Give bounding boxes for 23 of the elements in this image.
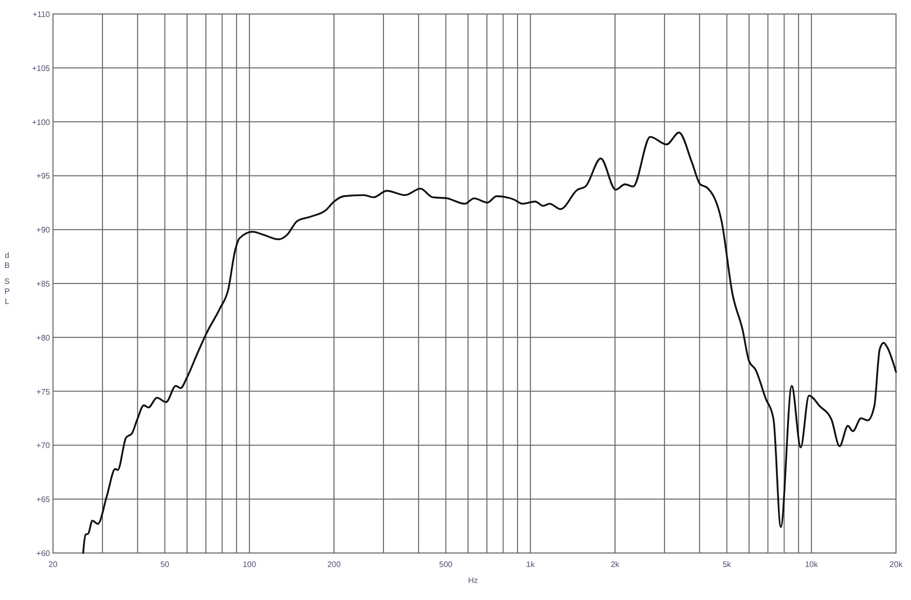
y-tick-label: +60 — [36, 549, 51, 558]
y-tick-label: +80 — [36, 333, 51, 342]
y-tick-label: +65 — [36, 495, 51, 504]
y-tick-label: +70 — [36, 441, 51, 450]
y-tick-label: +90 — [36, 226, 51, 235]
x-tick-label: 1k — [526, 560, 536, 569]
x-tick-label: 5k — [722, 560, 732, 569]
x-axis-title: Hz — [468, 576, 478, 585]
y-tick-label: +100 — [32, 118, 51, 127]
x-tick-label: 200 — [327, 560, 342, 569]
x-tick-label: 20 — [48, 560, 58, 569]
y-tick-label: +95 — [36, 172, 51, 181]
y-tick-label: +75 — [36, 387, 51, 396]
x-tick-label: 20k — [890, 560, 904, 569]
x-tick-label: 500 — [439, 560, 454, 569]
y-tick-label: +85 — [36, 280, 51, 288]
y-tick-label: +110 — [32, 10, 51, 19]
x-tick-label: 2k — [610, 560, 620, 569]
x-tick-label: 50 — [160, 560, 170, 569]
x-tick-label: 10k — [804, 560, 819, 569]
y-axis-title: dB SPL — [4, 251, 10, 306]
y-tick-label: +105 — [32, 64, 51, 73]
x-tick-label: 100 — [242, 560, 257, 569]
